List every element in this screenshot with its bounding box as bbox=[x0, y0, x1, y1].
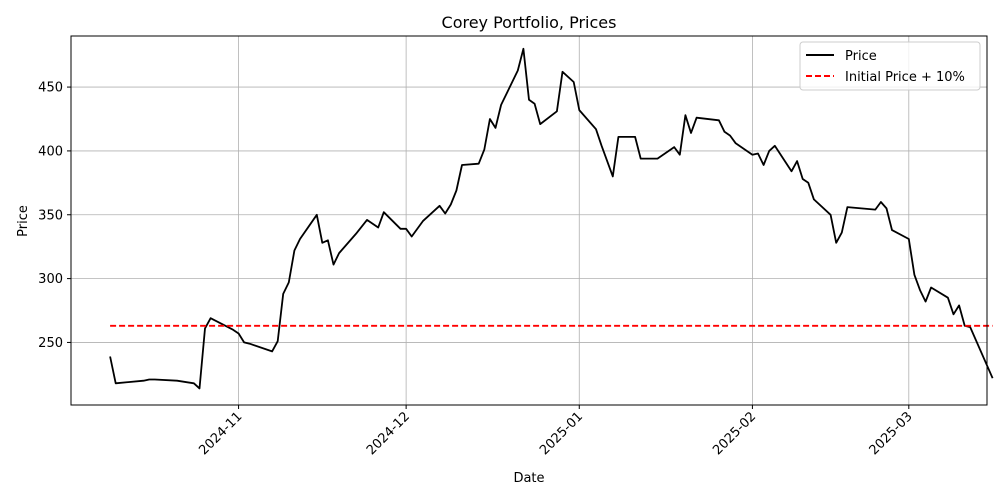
legend-box bbox=[799, 41, 981, 91]
plot-area-frame bbox=[70, 35, 988, 406]
chart-title: Corey Portfolio, Prices bbox=[442, 13, 617, 32]
y-tick-label: 400 bbox=[38, 144, 63, 159]
legend: Price Initial Price + 10% bbox=[799, 41, 981, 91]
legend-label-initial-price: Initial Price + 10% bbox=[845, 70, 965, 85]
y-tick-label: 300 bbox=[38, 272, 63, 287]
y-axis: 250 300 350 400 450 bbox=[38, 81, 71, 351]
x-axis-title: Date bbox=[513, 471, 544, 486]
y-tick-label: 250 bbox=[38, 336, 63, 351]
legend-label-price: Price bbox=[845, 49, 877, 64]
y-tick-label: 450 bbox=[38, 81, 63, 96]
price-series-line bbox=[109, 47, 994, 390]
y-axis-title: Price bbox=[16, 205, 31, 237]
y-tick-label: 350 bbox=[38, 208, 63, 223]
series-layer bbox=[109, 47, 994, 390]
